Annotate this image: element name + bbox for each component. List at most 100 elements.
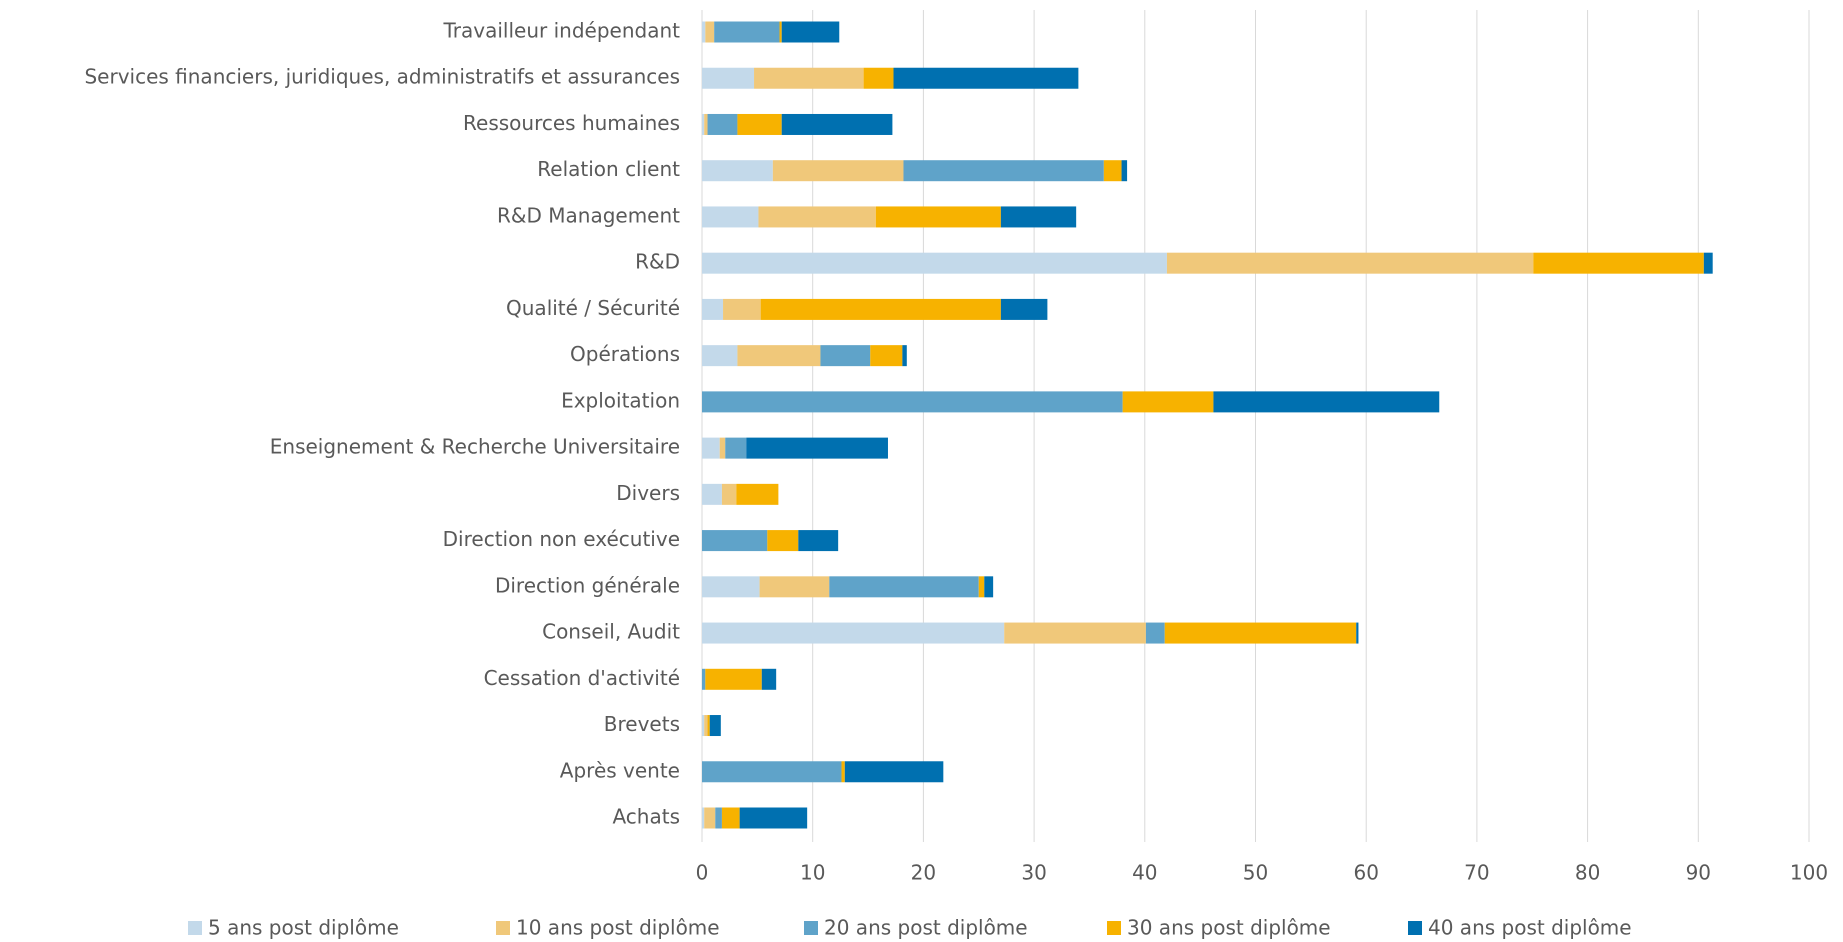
bar-segment	[902, 345, 907, 367]
x-tick-label: 10	[800, 861, 825, 885]
bar-segment	[1000, 298, 1048, 320]
x-tick-label: 70	[1464, 861, 1489, 885]
bar-segment	[719, 437, 726, 459]
y-tick-label: Brevets	[604, 712, 680, 736]
legend-swatch	[496, 921, 510, 935]
x-tick-label: 20	[911, 861, 936, 885]
bar-segment	[702, 622, 1005, 644]
bar-segment	[870, 345, 903, 367]
x-tick-label: 60	[1353, 861, 1378, 885]
bar-segment	[705, 21, 715, 43]
bar-segment	[715, 807, 722, 829]
x-tick-label: 40	[1132, 861, 1157, 885]
bar-segment	[709, 715, 721, 737]
legend-swatch	[1107, 921, 1121, 935]
y-tick-label: Après vente	[560, 758, 680, 782]
bar-segment	[1213, 391, 1440, 413]
y-tick-label: Direction non exécutive	[443, 527, 680, 551]
legend-label: 40 ans post diplôme	[1428, 916, 1632, 940]
bar-segment	[704, 113, 708, 135]
bar-segment	[725, 437, 747, 459]
bar-segment	[737, 113, 782, 135]
bar-segment	[754, 67, 864, 89]
bar-segment	[739, 807, 808, 829]
bar-segment	[707, 113, 738, 135]
bar-segment	[1356, 622, 1359, 644]
bar-segment	[1703, 252, 1713, 274]
bar-segment	[1164, 622, 1357, 644]
bar-segment	[761, 668, 777, 690]
bar-segment	[721, 807, 740, 829]
bar-segment	[702, 437, 720, 459]
y-tick-label: Exploitation	[561, 388, 680, 412]
legend-label: 5 ans post diplôme	[208, 916, 399, 940]
bar-segment	[721, 483, 737, 505]
y-tick-label: Opérations	[570, 342, 680, 366]
bar-segment	[702, 67, 755, 89]
y-tick-label: Direction générale	[495, 573, 680, 597]
bar-segment	[893, 67, 1079, 89]
bar-segment	[704, 807, 716, 829]
bar-segment	[736, 483, 779, 505]
bar-segment	[702, 530, 768, 552]
bar-segment	[702, 298, 724, 320]
x-tick-label: 90	[1686, 861, 1711, 885]
y-tick-label: Ressources humaines	[463, 111, 680, 135]
legend-swatch	[188, 921, 202, 935]
bar-segment	[702, 252, 1167, 274]
bar-segment	[798, 530, 839, 552]
y-tick-label: Relation client	[537, 157, 680, 181]
bar-segment	[702, 345, 738, 367]
y-tick-label: Conseil, Audit	[542, 620, 680, 644]
x-tick-label: 50	[1243, 861, 1268, 885]
bar-segment	[737, 345, 821, 367]
x-tick-label: 30	[1021, 861, 1046, 885]
bar-segment	[1121, 160, 1128, 182]
bar-segment	[820, 345, 871, 367]
bar-segment	[746, 437, 888, 459]
y-tick-label: Qualité / Sécurité	[506, 296, 680, 320]
bar-segment	[1004, 622, 1146, 644]
bar-segment	[759, 576, 830, 598]
bar-segment	[702, 807, 705, 829]
bar-segment	[702, 483, 722, 505]
bar-segment	[875, 206, 1001, 228]
x-tick-label: 80	[1575, 861, 1600, 885]
y-tick-label: Achats	[612, 805, 680, 829]
bar-segment	[844, 761, 944, 783]
bar-segment	[702, 761, 842, 783]
bar-segment	[903, 160, 1104, 182]
bar-segment	[1533, 252, 1704, 274]
bar-segment	[702, 576, 760, 598]
y-tick-label: R&D Management	[497, 203, 680, 227]
bar-segment	[1103, 160, 1122, 182]
bar-segment	[723, 298, 761, 320]
bar-segment	[978, 576, 985, 598]
bar-segment	[841, 761, 845, 783]
bar-segment	[767, 530, 799, 552]
bar-segment	[714, 21, 780, 43]
bar-segment	[1166, 252, 1534, 274]
x-tick-label: 0	[696, 861, 709, 885]
y-tick-label: Services financiers, juridiques, adminis…	[84, 65, 680, 89]
bar-segment	[984, 576, 994, 598]
legend-label: 10 ans post diplôme	[516, 916, 720, 940]
legend-label: 30 ans post diplôme	[1127, 916, 1331, 940]
bar-segment	[702, 21, 706, 43]
bar-segment	[1000, 206, 1077, 228]
bar-segment	[781, 21, 840, 43]
y-tick-label: Travailleur indépendant	[443, 19, 681, 43]
bar-segment	[705, 668, 762, 690]
y-tick-label: Divers	[616, 481, 680, 505]
bar-segment	[781, 113, 893, 135]
bar-segment	[1122, 391, 1214, 413]
y-tick-label: R&D	[635, 250, 680, 274]
bar-segment	[758, 206, 876, 228]
bar-segment	[702, 668, 706, 690]
bar-segment	[760, 298, 1001, 320]
x-tick-label: 100	[1790, 861, 1828, 885]
bar-segment	[772, 160, 904, 182]
legend-swatch	[804, 921, 818, 935]
bar-segment	[704, 715, 708, 737]
